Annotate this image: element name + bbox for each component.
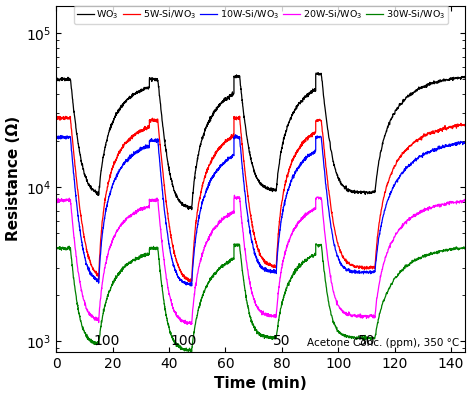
Text: 100: 100 bbox=[94, 334, 120, 348]
5W-Si/WO$_3$ bbox=[462, 123, 468, 128]
20W-Si/WO$_3$ bbox=[121, 220, 127, 225]
WO$_3$ bbox=[121, 102, 127, 107]
5W-Si/WO$_3$ bbox=[432, 131, 438, 135]
WO$_3$ bbox=[460, 75, 465, 80]
Line: WO$_3$: WO$_3$ bbox=[56, 73, 465, 210]
30W-Si/WO$_3$ bbox=[462, 245, 468, 250]
X-axis label: Time (min): Time (min) bbox=[214, 376, 307, 391]
Text: 50: 50 bbox=[358, 334, 375, 348]
30W-Si/WO$_3$ bbox=[220, 262, 226, 267]
30W-Si/WO$_3$ bbox=[432, 250, 438, 254]
5W-Si/WO$_3$ bbox=[374, 249, 379, 254]
20W-Si/WO$_3$ bbox=[310, 206, 316, 211]
10W-Si/WO$_3$ bbox=[121, 162, 127, 166]
Text: 100: 100 bbox=[170, 334, 196, 348]
10W-Si/WO$_3$ bbox=[432, 146, 438, 151]
20W-Si/WO$_3$ bbox=[220, 216, 226, 221]
Y-axis label: Resistance (Ω): Resistance (Ω) bbox=[6, 116, 20, 241]
WO$_3$ bbox=[310, 88, 316, 93]
Line: 10W-Si/WO$_3$: 10W-Si/WO$_3$ bbox=[56, 135, 465, 286]
30W-Si/WO$_3$ bbox=[188, 350, 194, 355]
WO$_3$ bbox=[374, 178, 379, 183]
Text: 50: 50 bbox=[273, 334, 291, 348]
30W-Si/WO$_3$ bbox=[460, 245, 465, 250]
WO$_3$ bbox=[54, 75, 59, 80]
5W-Si/WO$_3$ bbox=[189, 280, 194, 285]
30W-Si/WO$_3$ bbox=[313, 241, 319, 246]
20W-Si/WO$_3$ bbox=[374, 303, 379, 307]
10W-Si/WO$_3$ bbox=[220, 161, 226, 166]
WO$_3$ bbox=[220, 100, 226, 104]
WO$_3$ bbox=[462, 74, 468, 79]
20W-Si/WO$_3$ bbox=[184, 322, 190, 327]
10W-Si/WO$_3$ bbox=[374, 258, 379, 263]
5W-Si/WO$_3$ bbox=[237, 114, 242, 119]
10W-Si/WO$_3$ bbox=[233, 132, 238, 137]
Legend: WO$_3$, 5W-Si/WO$_3$, 10W-Si/WO$_3$, 20W-Si/WO$_3$, 30W-Si/WO$_3$: WO$_3$, 5W-Si/WO$_3$, 10W-Si/WO$_3$, 20W… bbox=[74, 6, 448, 24]
20W-Si/WO$_3$ bbox=[432, 205, 438, 210]
20W-Si/WO$_3$ bbox=[54, 197, 59, 202]
10W-Si/WO$_3$ bbox=[54, 137, 59, 141]
30W-Si/WO$_3$ bbox=[54, 247, 59, 251]
5W-Si/WO$_3$ bbox=[310, 130, 316, 135]
10W-Si/WO$_3$ bbox=[460, 142, 465, 147]
Text: Acetone Conc. (ppm), 350 °C: Acetone Conc. (ppm), 350 °C bbox=[307, 338, 459, 348]
10W-Si/WO$_3$ bbox=[462, 141, 468, 145]
Line: 5W-Si/WO$_3$: 5W-Si/WO$_3$ bbox=[56, 116, 465, 282]
20W-Si/WO$_3$ bbox=[462, 197, 468, 202]
20W-Si/WO$_3$ bbox=[232, 193, 237, 198]
5W-Si/WO$_3$ bbox=[54, 115, 59, 119]
Line: 30W-Si/WO$_3$: 30W-Si/WO$_3$ bbox=[56, 244, 465, 353]
Line: 20W-Si/WO$_3$: 20W-Si/WO$_3$ bbox=[56, 195, 465, 324]
10W-Si/WO$_3$ bbox=[310, 150, 316, 155]
5W-Si/WO$_3$ bbox=[220, 143, 226, 148]
10W-Si/WO$_3$ bbox=[189, 283, 194, 288]
WO$_3$ bbox=[432, 81, 438, 85]
30W-Si/WO$_3$ bbox=[310, 255, 316, 260]
WO$_3$ bbox=[189, 207, 194, 212]
5W-Si/WO$_3$ bbox=[460, 123, 465, 128]
WO$_3$ bbox=[315, 70, 321, 75]
30W-Si/WO$_3$ bbox=[374, 328, 379, 333]
20W-Si/WO$_3$ bbox=[460, 199, 465, 204]
30W-Si/WO$_3$ bbox=[121, 266, 127, 270]
5W-Si/WO$_3$ bbox=[121, 144, 127, 148]
